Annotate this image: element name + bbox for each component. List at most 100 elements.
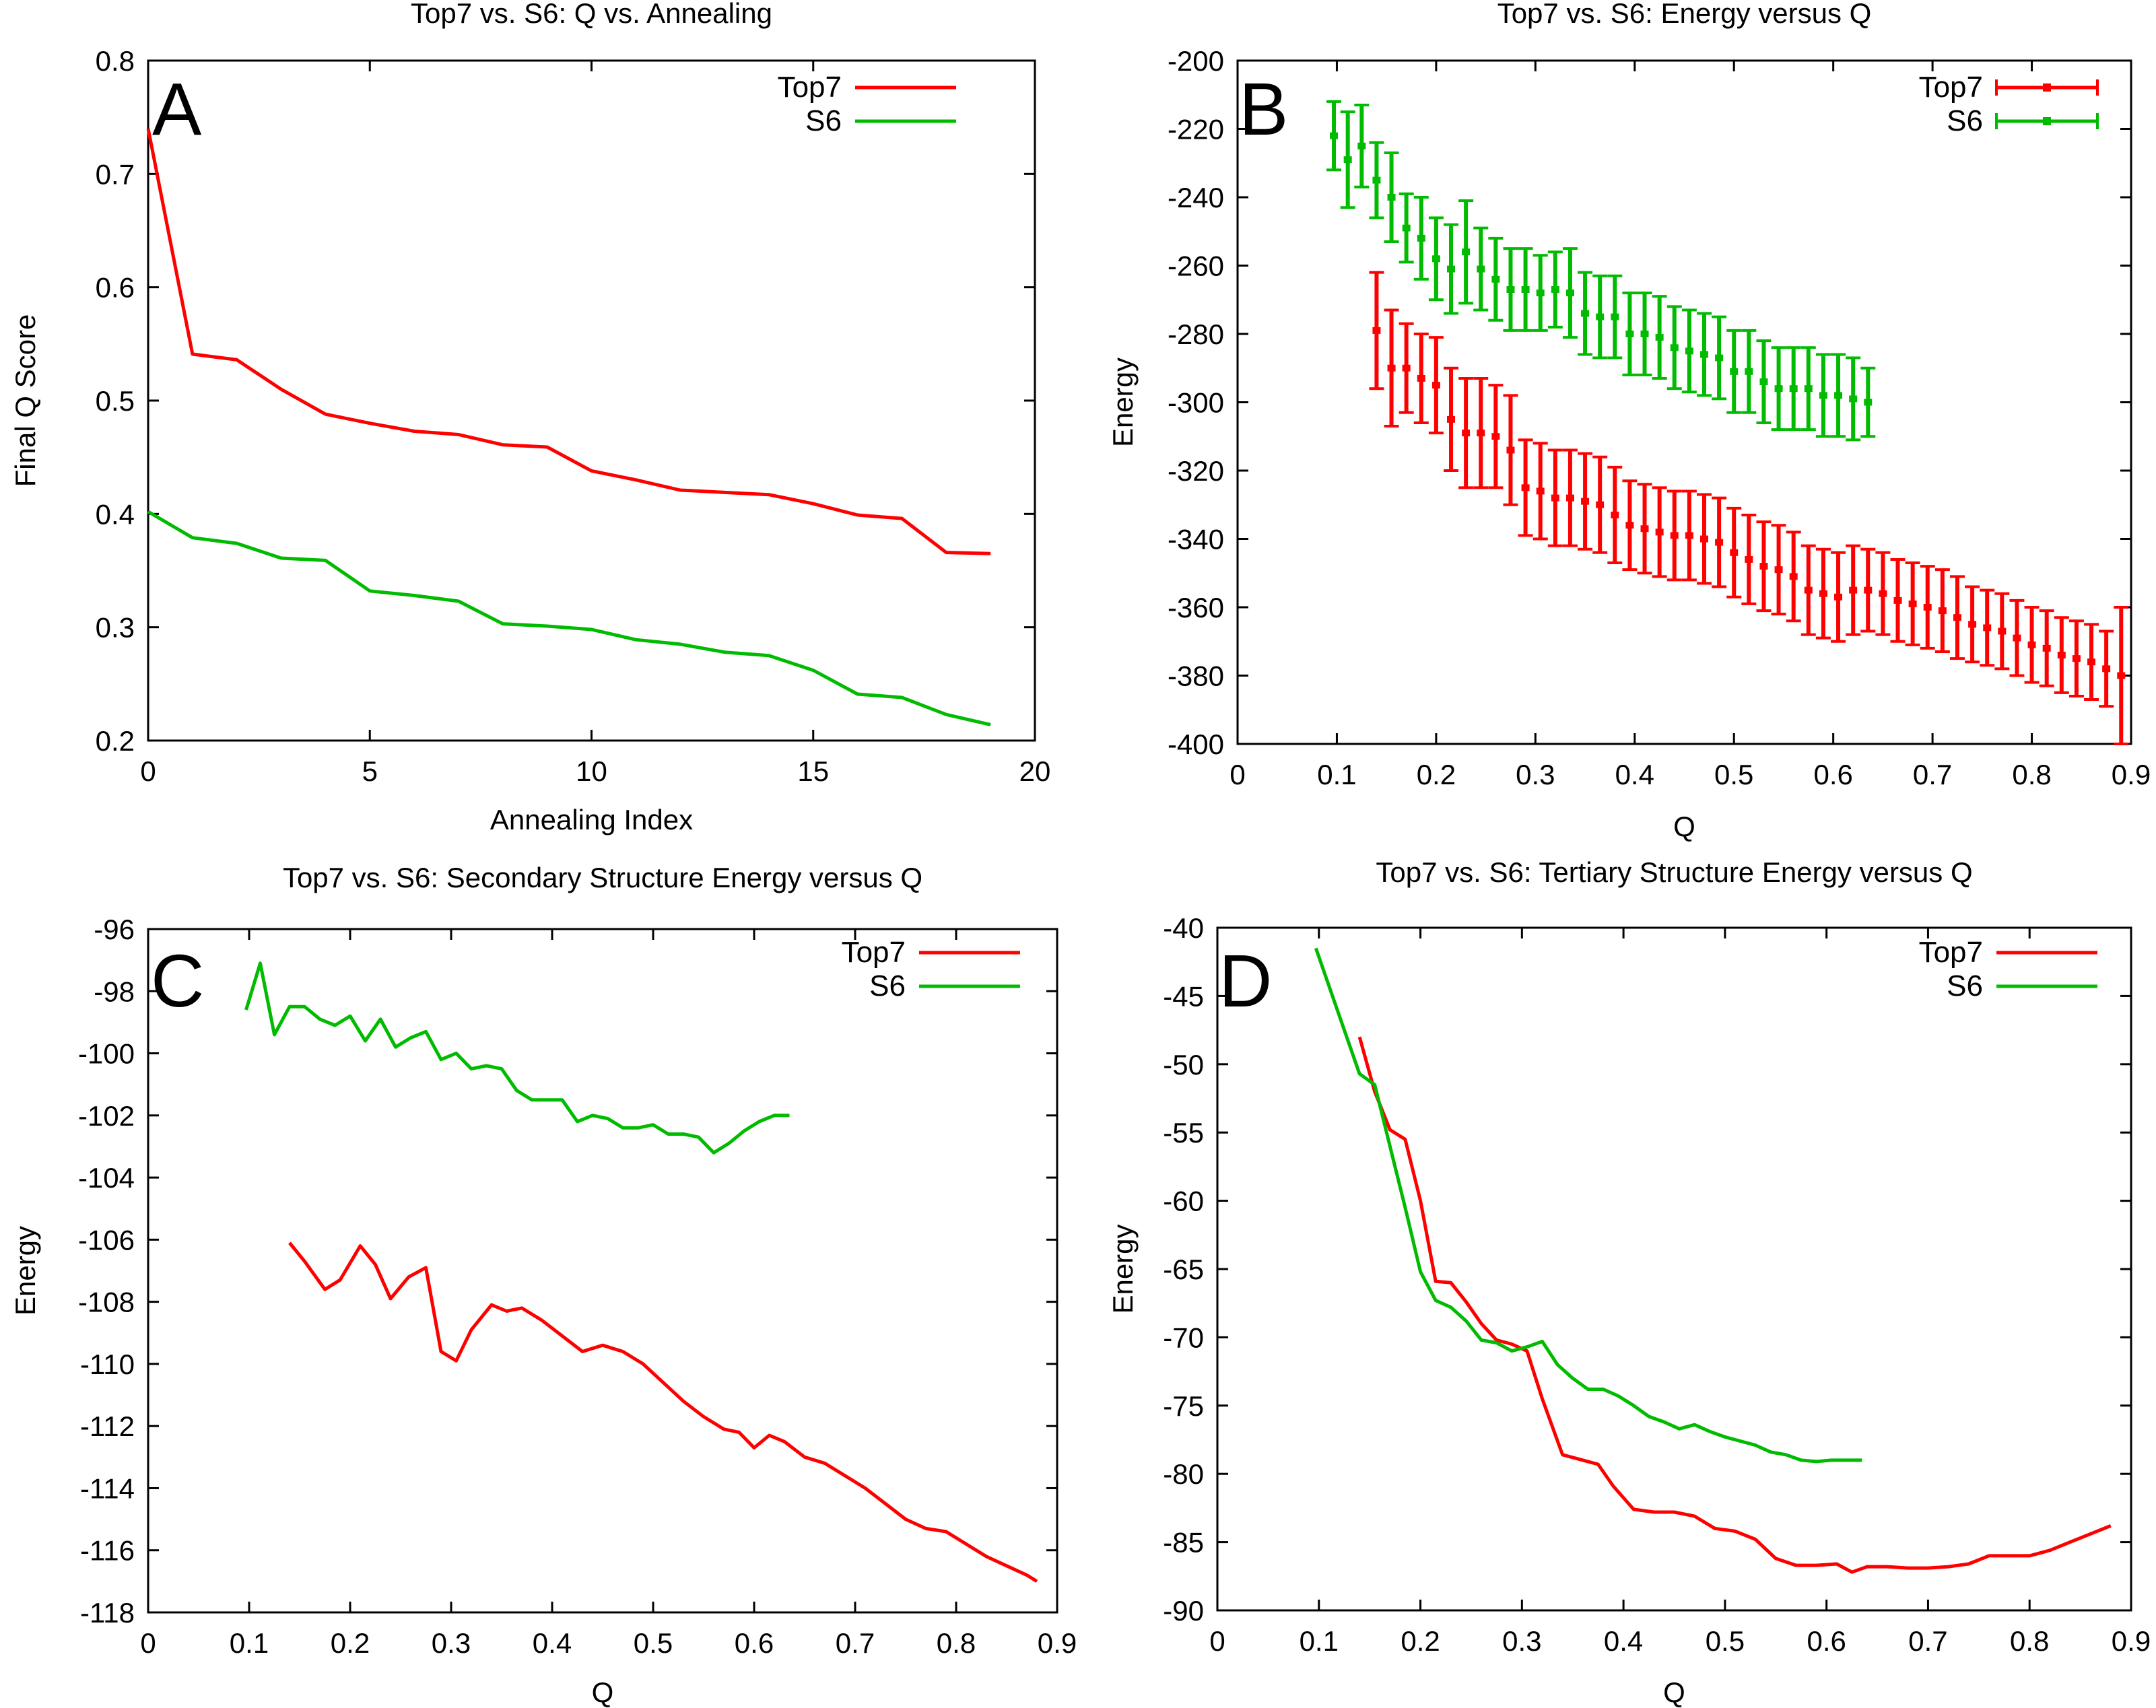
y-tick-label: -102 [78, 1100, 135, 1132]
y-tick-label: -280 [1168, 318, 1224, 350]
x-axis-label: Annealing Index [490, 804, 693, 835]
x-tick-label: 0 [140, 1627, 156, 1659]
x-tick-label: 0.9 [2112, 1625, 2151, 1657]
y-tick-label: -100 [78, 1038, 135, 1070]
x-tick-label: 15 [797, 755, 829, 787]
x-tick-label: 0.3 [1516, 759, 1555, 790]
x-tick-label: 0.7 [1908, 1625, 1947, 1657]
y-tick-label: -80 [1163, 1458, 1204, 1490]
series-s6-line [1314, 947, 1862, 1464]
y-axis-label: Final Q Score [9, 314, 41, 487]
y-tick-label: -360 [1168, 592, 1224, 623]
x-tick-label: 0.8 [2010, 1625, 2049, 1657]
y-tick-label: -65 [1163, 1254, 1204, 1285]
x-tick-label: 0.4 [1604, 1625, 1643, 1657]
x-tick-label: 0.2 [331, 1627, 370, 1659]
x-tick-label: 0.1 [230, 1627, 269, 1659]
y-tick-label: -106 [78, 1224, 135, 1256]
y-tick-label: -380 [1168, 660, 1224, 692]
y-tick-label: -96 [94, 914, 135, 945]
y-tick-label: 0.7 [96, 158, 135, 190]
panel-letter: D [1219, 940, 1272, 1023]
x-tick-label: 0.9 [2112, 759, 2151, 790]
y-tick-label: -85 [1163, 1527, 1204, 1559]
y-tick-label: 0.6 [96, 272, 135, 304]
plot-frame [147, 59, 1036, 742]
x-tick-label: 5 [362, 755, 378, 787]
y-tick-label: 0.4 [96, 498, 135, 530]
x-tick-label: 10 [576, 755, 607, 787]
x-tick-label: 0.2 [1401, 1625, 1440, 1657]
chart-title: Top7 vs. S6: Secondary Structure Energy … [283, 862, 922, 893]
legend-label: Top7 [842, 936, 906, 969]
x-tick-label: 0.4 [533, 1627, 572, 1659]
x-tick-label: 0.7 [836, 1627, 875, 1659]
x-tick-label: 0.3 [432, 1627, 471, 1659]
x-tick-label: 20 [1019, 755, 1051, 787]
chart-title: Top7 vs. S6: Q vs. Annealing [411, 0, 772, 29]
y-axis-label: Energy [9, 1226, 41, 1316]
chart-title: Top7 vs. S6: Tertiary Structure Energy v… [1376, 856, 1972, 888]
chart-title: Top7 vs. S6: Energy versus Q [1497, 0, 1872, 29]
legend-label: Top7 [1919, 936, 1983, 969]
x-tick-label: 0.6 [735, 1627, 774, 1659]
x-tick-label: 0.5 [1714, 759, 1753, 790]
x-tick-label: 0.1 [1317, 759, 1356, 790]
x-tick-label: 0.5 [1706, 1625, 1745, 1657]
panel-letter: B [1239, 68, 1288, 151]
legend-label: Top7 [778, 71, 842, 104]
x-tick-label: 0 [1209, 1625, 1225, 1657]
series-s6-line [244, 961, 790, 1155]
y-tick-label: -50 [1163, 1049, 1204, 1081]
x-tick-label: 0.5 [634, 1627, 673, 1659]
chart-panel-c: 0 0.1 0.2 0.3 0.4 0.5 0.6 0.7 0.8 0.9 -118 -116 -114… [9, 862, 1077, 1708]
panel-letter: C [151, 940, 204, 1023]
chart-panel-a: 0 5 10 15 20 0.2 0.3 0.4 0.5 0.6 0.7 0.8 Top7 vs. S6… [9, 0, 1050, 835]
plot-frame [147, 928, 1058, 1614]
x-tick-label: 0.8 [2012, 759, 2051, 790]
y-tick-label: -75 [1163, 1390, 1204, 1422]
legend-label: S6 [869, 969, 906, 1002]
y-tick-label: -108 [78, 1287, 135, 1318]
y-tick-label: -260 [1168, 250, 1224, 282]
series-top7-line [288, 1241, 1038, 1583]
y-tick-label: 0.3 [96, 612, 135, 644]
series-top7-line [1357, 1036, 2112, 1574]
chart-panel-b: 0 0.1 0.2 0.3 0.4 0.5 0.6 0.7 0.8 0.9 -400 -380 -360… [1107, 0, 2151, 842]
y-tick-label: -110 [80, 1348, 135, 1380]
y-tick-label: -90 [1163, 1595, 1204, 1627]
legend-label: S6 [1947, 104, 1983, 137]
x-tick-label: 0.6 [1807, 1625, 1846, 1657]
y-tick-label: -114 [80, 1472, 135, 1504]
y-tick-label: -112 [80, 1410, 135, 1442]
y-tick-label: 0.2 [96, 725, 135, 757]
x-tick-label: 0.4 [1615, 759, 1654, 790]
y-tick-label: -55 [1163, 1117, 1204, 1149]
x-tick-label: 0.1 [1300, 1625, 1339, 1657]
y-tick-label: -45 [1163, 980, 1204, 1012]
x-tick-label: 0.9 [1038, 1627, 1077, 1659]
y-tick-label: -60 [1163, 1186, 1204, 1217]
y-tick-label: -116 [80, 1535, 135, 1567]
x-tick-label: 0.7 [1913, 759, 1952, 790]
y-tick-label: -70 [1163, 1322, 1204, 1353]
y-tick-label: 0.5 [96, 385, 135, 417]
y-tick-label: -104 [78, 1162, 135, 1194]
y-axis-label: Energy [1107, 357, 1139, 447]
x-tick-label: 0 [1229, 759, 1245, 790]
chart-panel-d: 0 0.1 0.2 0.3 0.4 0.5 0.6 0.7 0.8 0.9 -90 -85 -80 -75… [1107, 856, 2151, 1708]
x-tick-label: 0.6 [1813, 759, 1852, 790]
x-tick-label: 0.3 [1502, 1625, 1541, 1657]
x-tick-label: 0 [140, 755, 156, 787]
panel-letter: A [152, 68, 202, 151]
x-axis-label: Q [592, 1676, 614, 1708]
y-tick-label: -98 [94, 976, 135, 1007]
y-tick-label: -300 [1168, 387, 1224, 419]
y-tick-label: -220 [1168, 114, 1224, 145]
x-tick-label: 0.2 [1417, 759, 1456, 790]
y-tick-label: -40 [1163, 912, 1204, 944]
legend-label: S6 [1947, 969, 1983, 1002]
y-tick-label: -320 [1168, 455, 1224, 487]
y-tick-label: -240 [1168, 182, 1224, 213]
